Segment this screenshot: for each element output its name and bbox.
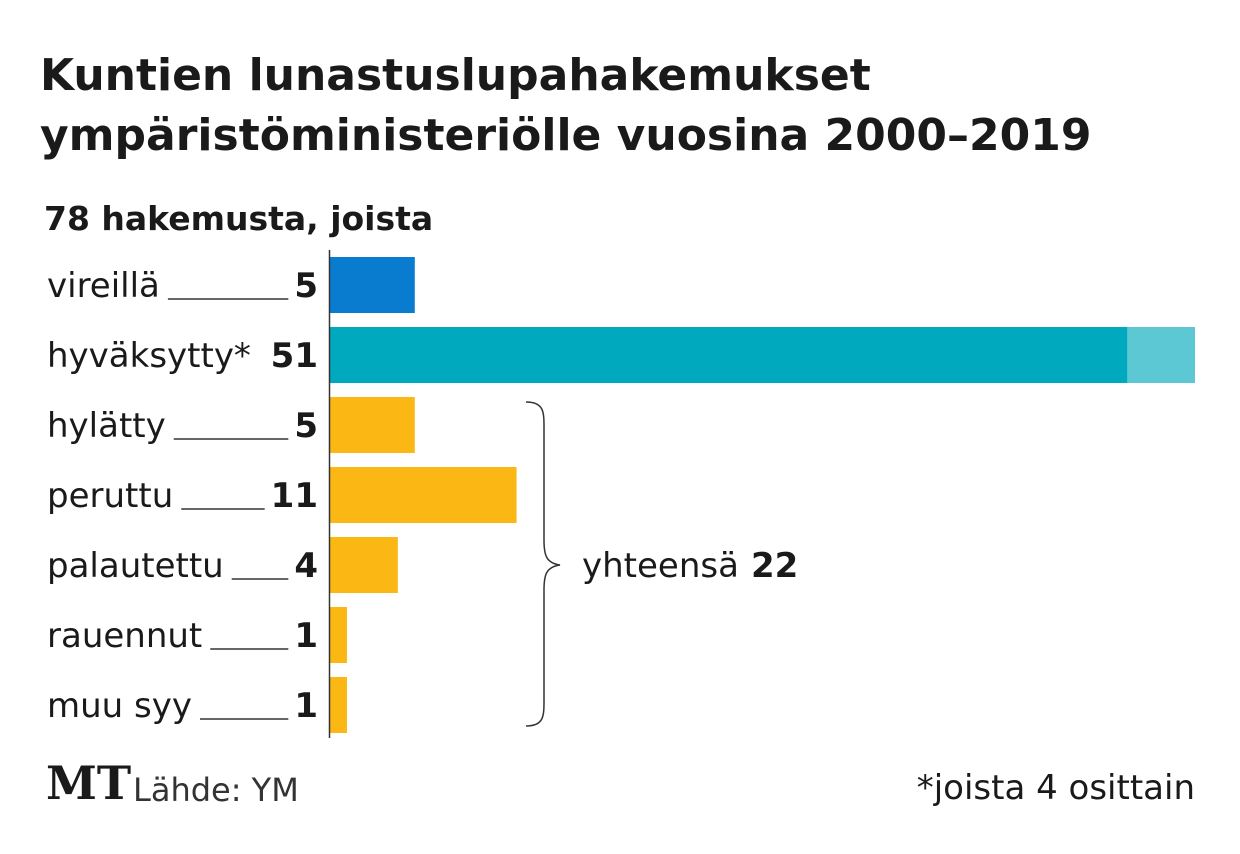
bar-4	[330, 537, 398, 593]
value-label-6: 1	[294, 686, 318, 726]
chart-subtitle: 78 hakemusta, joista	[44, 199, 433, 238]
category-label-0: vireillä	[47, 266, 160, 306]
value-label-3: 11	[271, 476, 318, 516]
category-label-2: hylätty	[47, 406, 166, 446]
bar-2	[330, 397, 415, 453]
bar-0	[330, 257, 415, 313]
group-total: yhteensä 22	[582, 546, 798, 586]
value-label-5: 1	[294, 616, 318, 656]
source-label: Lähde: YM	[133, 771, 299, 809]
chart-title-line-1: Kuntien lunastuslupahakemukset	[40, 50, 871, 101]
bar-1	[330, 327, 1195, 383]
value-label-1: 51	[271, 336, 318, 376]
category-label-5: rauennut	[47, 616, 202, 656]
bar-5	[330, 607, 347, 663]
value-label-2: 5	[294, 406, 318, 446]
category-label-1: hyväksytty*	[47, 336, 251, 376]
mt-logo: MT	[46, 756, 131, 810]
bar-partial-segment	[1127, 327, 1195, 383]
bar-3	[330, 467, 517, 523]
group-total-label: yhteensä	[582, 546, 739, 586]
category-label-3: peruttu	[47, 476, 173, 516]
category-label-4: palautettu	[47, 546, 224, 586]
category-label-6: muu syy	[47, 686, 192, 726]
group-brace	[525, 401, 561, 727]
bar-6	[330, 677, 347, 733]
footnote: *joista 4 osittain	[917, 768, 1195, 808]
chart-title-line-2: ympäristöministeriölle vuosina 2000–2019	[40, 110, 1091, 161]
value-label-4: 4	[294, 546, 318, 586]
value-label-0: 5	[294, 266, 318, 306]
group-total-value: 22	[751, 546, 798, 586]
